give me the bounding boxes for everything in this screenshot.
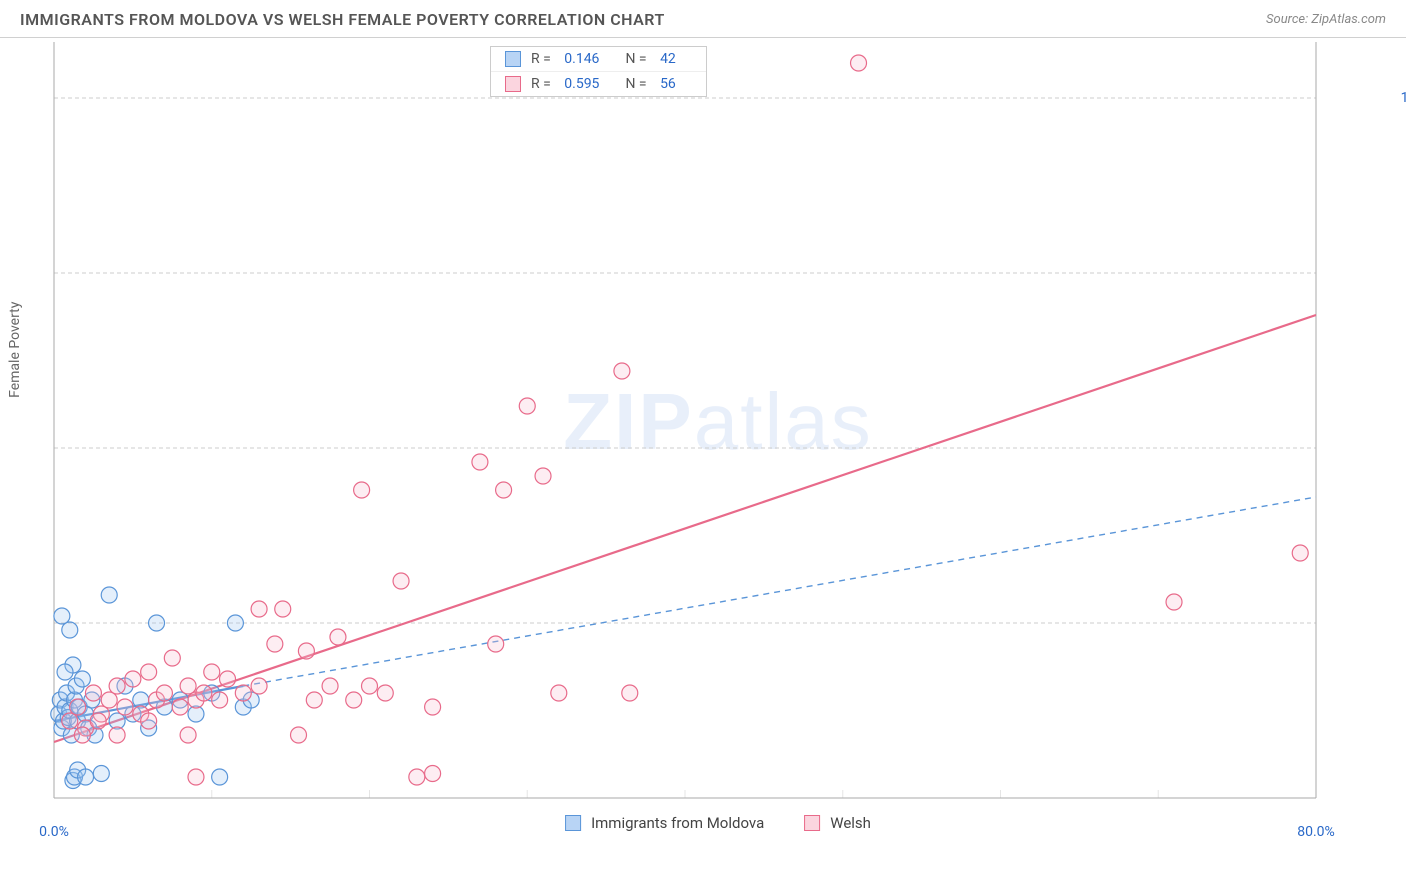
series-legend: Immigrants from Moldova Welsh bbox=[565, 814, 871, 832]
source-attribution: Source: ZipAtlas.com bbox=[1266, 12, 1386, 27]
swatch-welsh bbox=[505, 76, 521, 92]
swatch-welsh-icon bbox=[804, 815, 820, 831]
legend-label-welsh: Welsh bbox=[830, 814, 871, 832]
n-value-moldova: 42 bbox=[660, 51, 676, 67]
chart-area: Female Poverty ZIPatlas R = 0.146 N = 42… bbox=[50, 38, 1386, 838]
swatch-moldova bbox=[505, 51, 521, 67]
x-tick-label: 80.0% bbox=[1297, 824, 1335, 840]
chart-title: IMMIGRANTS FROM MOLDOVA VS WELSH FEMALE … bbox=[20, 10, 665, 29]
scatter-plot bbox=[50, 38, 1386, 838]
correlation-legend: R = 0.146 N = 42 R = 0.595 N = 56 bbox=[490, 46, 707, 97]
legend-row-welsh: R = 0.595 N = 56 bbox=[491, 71, 706, 96]
r-value-welsh: 0.595 bbox=[564, 76, 599, 92]
r-value-moldova: 0.146 bbox=[564, 51, 599, 67]
y-axis-label: Female Poverty bbox=[7, 302, 23, 398]
legend-label-moldova: Immigrants from Moldova bbox=[591, 814, 764, 832]
n-value-welsh: 56 bbox=[660, 76, 676, 92]
legend-item-moldova: Immigrants from Moldova bbox=[565, 814, 764, 832]
chart-header: IMMIGRANTS FROM MOLDOVA VS WELSH FEMALE … bbox=[0, 0, 1406, 38]
legend-item-welsh: Welsh bbox=[804, 814, 871, 832]
swatch-moldova-icon bbox=[565, 815, 581, 831]
legend-row-moldova: R = 0.146 N = 42 bbox=[491, 47, 706, 71]
y-tick-label: 100.0% bbox=[1401, 90, 1406, 106]
x-tick-label: 0.0% bbox=[39, 824, 69, 840]
